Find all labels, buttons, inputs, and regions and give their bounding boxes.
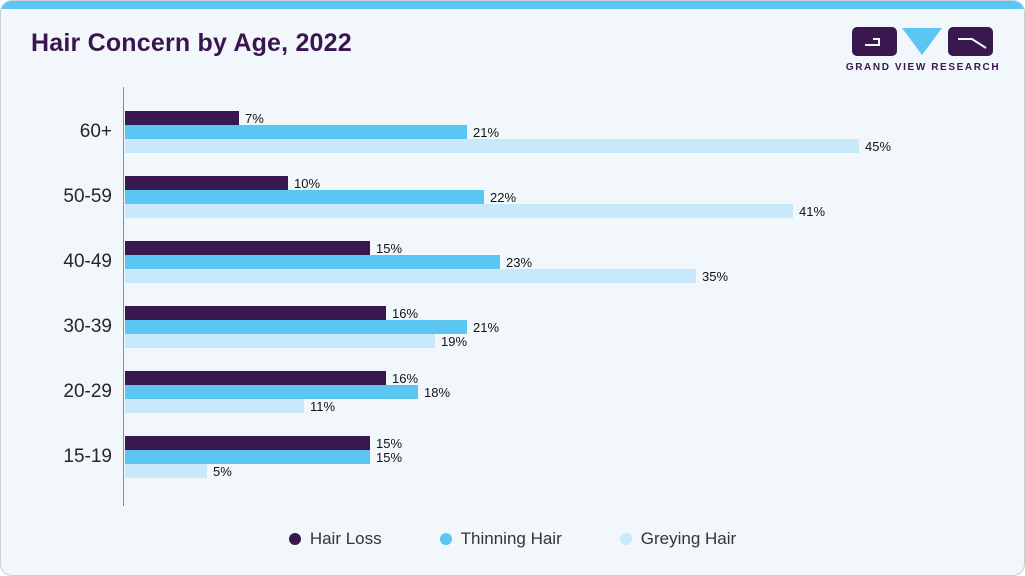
value-label: 15% xyxy=(376,435,403,451)
category-label: 30-39 xyxy=(63,316,112,337)
legend-dot xyxy=(439,533,452,545)
bar-line: 5% xyxy=(125,463,1024,479)
legend-item-thinning-hair: Thinning Hair xyxy=(439,529,562,549)
bar-line: 45% xyxy=(125,138,1024,154)
bar-hair-loss xyxy=(125,111,239,125)
value-label: 18% xyxy=(424,384,451,400)
value-label: 10% xyxy=(294,175,321,191)
bar-group-50-59: 50-59 10% 22% 41% xyxy=(63,175,1024,219)
bar-hair-loss xyxy=(125,306,386,320)
bar-greying-hair xyxy=(125,204,793,218)
category-label: 50-59 xyxy=(63,186,112,207)
bar-line: 21% xyxy=(125,319,1024,335)
bar-line: 15% xyxy=(125,435,1024,451)
bar-line: 35% xyxy=(125,268,1024,284)
bar-hair-loss xyxy=(125,371,386,385)
bar-line: 23% xyxy=(125,254,1024,270)
value-label: 21% xyxy=(473,319,500,335)
bar-thinning-hair xyxy=(125,125,467,139)
bar-greying-hair xyxy=(125,464,207,478)
bar-group-40-49: 40-49 15% 23% 35% xyxy=(63,240,1024,284)
legend: Hair Loss Thinning Hair Greying Hair xyxy=(1,529,1024,549)
value-label: 15% xyxy=(376,240,403,256)
bar-thinning-hair xyxy=(125,450,370,464)
legend-item-greying-hair: Greying Hair xyxy=(619,529,737,549)
bar-line: 16% xyxy=(125,305,1024,321)
legend-item-hair-loss: Hair Loss xyxy=(288,529,382,549)
bar-line: 11% xyxy=(125,398,1024,414)
bar-thinning-hair xyxy=(125,320,467,334)
category-label: 15-19 xyxy=(63,446,112,467)
bar-thinning-hair xyxy=(125,385,418,399)
legend-label: Thinning Hair xyxy=(460,529,562,548)
bar-line: 21% xyxy=(125,124,1024,140)
bar-hair-loss xyxy=(125,241,370,255)
value-label: 35% xyxy=(702,268,729,284)
accent-top-strip xyxy=(1,1,1024,9)
category-label: 20-29 xyxy=(63,381,112,402)
bar-hair-loss xyxy=(125,176,288,190)
value-label: 16% xyxy=(392,305,419,321)
value-label: 15% xyxy=(376,449,403,465)
bar-line: 10% xyxy=(125,175,1024,191)
bar-line: 18% xyxy=(125,384,1024,400)
value-label: 19% xyxy=(441,333,468,349)
legend-dot xyxy=(619,533,632,545)
chart-title: Hair Concern by Age, 2022 xyxy=(31,29,352,57)
value-label: 22% xyxy=(490,189,517,205)
value-label: 5% xyxy=(213,463,232,479)
bar-line: 7% xyxy=(125,110,1024,126)
legend-label: Greying Hair xyxy=(640,529,737,548)
bar-line: 16% xyxy=(125,370,1024,386)
legend-dot xyxy=(288,533,301,545)
bar-thinning-hair xyxy=(125,190,484,204)
chart-area: 60+ 7% 21% 45% 50-59 10% 22% 41% 40-49 15% 23% 35% 3… xyxy=(63,87,1024,506)
bar-group-20-29: 20-29 16% 18% 11% xyxy=(63,370,1024,414)
value-label: 41% xyxy=(799,203,826,219)
bar-greying-hair xyxy=(125,269,696,283)
value-label: 11% xyxy=(310,398,336,414)
value-label: 45% xyxy=(865,138,892,154)
bar-line: 19% xyxy=(125,333,1024,349)
brand-logo: GRAND VIEW RESEARCH xyxy=(846,27,999,73)
bar-group-60+: 60+ 7% 21% 45% xyxy=(80,110,1024,154)
header: Hair Concern by Age, 2022 GRAND VIEW RES… xyxy=(1,9,1024,73)
value-label: 23% xyxy=(506,254,533,270)
category-label: 40-49 xyxy=(63,251,112,272)
bar-line: 15% xyxy=(125,449,1024,465)
category-label: 60+ xyxy=(79,121,112,142)
bar-group-30-39: 30-39 16% 21% 19% xyxy=(63,305,1024,349)
bar-group-15-19: 15-19 15% 15% 5% xyxy=(63,435,1024,479)
plot-area: 60+ 7% 21% 45% 50-59 10% 22% 41% 40-49 15% 23% 35% 3… xyxy=(63,87,1024,506)
bar-hair-loss xyxy=(125,436,370,450)
bar-greying-hair xyxy=(125,334,435,348)
value-label: 21% xyxy=(473,124,500,140)
bar-line: 41% xyxy=(125,203,1024,219)
bar-greying-hair xyxy=(125,139,859,153)
bar-line: 15% xyxy=(125,240,1024,256)
bar-greying-hair xyxy=(125,399,304,413)
brand-logo-text: GRAND VIEW RESEARCH xyxy=(845,62,1001,73)
grand-view-research-icon xyxy=(852,27,993,56)
bar-thinning-hair xyxy=(125,255,500,269)
legend-label: Hair Loss xyxy=(309,529,382,548)
value-label: 7% xyxy=(245,110,264,126)
value-label: 16% xyxy=(392,370,419,386)
bar-line: 22% xyxy=(125,189,1024,205)
